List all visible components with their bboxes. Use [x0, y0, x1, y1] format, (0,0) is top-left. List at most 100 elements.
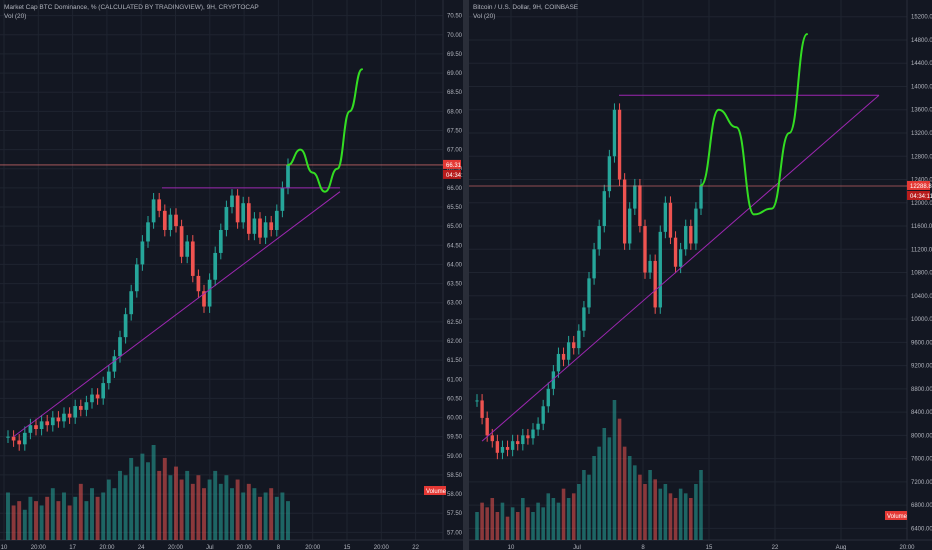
candle-body [673, 237, 678, 267]
candle-body [263, 222, 268, 238]
volume-bar [22, 509, 27, 540]
volume-bar [95, 496, 100, 540]
left-legend: Market Cap BTC Dominance, % (CALCULATED … [4, 3, 259, 21]
volume-bar [602, 428, 607, 540]
volume-bar [617, 418, 622, 540]
x-tick-label: Jul [573, 545, 581, 550]
volume-bar [78, 483, 83, 540]
volume-bar [551, 498, 556, 540]
candle-body [536, 423, 540, 430]
price-tag [907, 180, 930, 190]
candle-body [500, 446, 505, 453]
volume-bar [45, 496, 50, 540]
volume-bar [673, 498, 678, 540]
candle-body [521, 435, 525, 445]
volume-bar [546, 493, 551, 540]
volume-bar [235, 479, 240, 540]
volume-bar [34, 501, 38, 540]
x-tick-label: 20:00 [305, 545, 321, 550]
candle-body [17, 440, 22, 445]
candle-body [73, 406, 78, 418]
candle-body [286, 164, 290, 188]
y-tick-label: 61.00 [447, 377, 463, 383]
volume-bar [202, 488, 206, 540]
volume-bar [162, 457, 167, 540]
volume-bar [213, 470, 218, 540]
candle-body [218, 229, 223, 253]
projection-curve [287, 68, 363, 193]
candle-body [582, 307, 586, 331]
candle-body [638, 185, 642, 227]
candle-body [628, 208, 632, 244]
volume-bar [140, 453, 145, 540]
candle-body [587, 278, 591, 308]
x-tick-label: 8 [641, 545, 645, 550]
y-tick-label: 12800.00 [911, 154, 932, 160]
volume-bar [510, 507, 515, 540]
candle-body [50, 417, 55, 426]
candle-body [129, 291, 134, 315]
volume-bar [577, 484, 581, 540]
candle-body [658, 231, 662, 308]
candle-body [146, 222, 150, 242]
volume-tag-text: Volume [426, 489, 447, 495]
candle-body [551, 371, 556, 389]
candle-body [694, 208, 698, 244]
candle-body [556, 353, 561, 372]
volume-bar [683, 493, 688, 540]
candle-body [531, 429, 535, 439]
y-tick-label: 13600.00 [911, 108, 932, 114]
candle-body [648, 260, 652, 273]
volume-bar [174, 466, 178, 540]
candle-body [90, 394, 94, 403]
y-tick-label: 10400.00 [911, 294, 932, 300]
y-tick-label: 14400.00 [911, 61, 932, 67]
x-tick-label: 20:00 [99, 545, 115, 550]
candle-body [84, 402, 89, 410]
candle-body [207, 279, 212, 307]
volume-bar [587, 474, 591, 540]
candle-body [668, 202, 673, 238]
y-tick-label: 8800.00 [911, 387, 932, 393]
candle-body [28, 425, 33, 433]
candle-body [56, 417, 61, 422]
candle-body [78, 406, 83, 410]
volume-bar [207, 479, 212, 540]
y-tick-label: 62.00 [447, 339, 463, 345]
candle-body [269, 222, 274, 230]
y-tick-label: 67.00 [447, 148, 463, 154]
volume-bar [101, 492, 106, 540]
candle-body [112, 356, 117, 372]
y-tick-label: 62.50 [447, 320, 463, 326]
panel-divider[interactable] [463, 0, 469, 550]
y-tick-label: 60.50 [447, 396, 463, 402]
x-tick-label: 17 [69, 545, 76, 550]
volume-bar [556, 502, 561, 540]
btc-dominance-chart[interactable]: 10 20:00 17 20:00 24 20:00 Jul 20:00 8 20:00 15 20:… [0, 0, 463, 550]
volume-bar [224, 475, 229, 540]
y-tick-label: 69.00 [447, 71, 463, 77]
y-tick-label: 10000.00 [911, 317, 932, 323]
volume-bar [566, 498, 571, 540]
y-tick-label: 14800.00 [911, 38, 932, 44]
volume-bar [84, 501, 89, 540]
volume-bar [663, 484, 668, 540]
right-chart-panel[interactable]: 10 Jul 8 15 22 Aug 20:00 6400.00 6800.00 7200.00 7… [469, 0, 932, 550]
btc-usd-chart[interactable]: 10 Jul 8 15 22 Aug 20:00 6400.00 6800.00 7200.00 7… [469, 0, 932, 550]
candle-body [196, 275, 201, 292]
volume-bar [633, 465, 637, 540]
volume-bar [515, 512, 520, 540]
y-tick-label: 57.50 [447, 511, 463, 517]
candle-body [699, 185, 703, 209]
volume-bar [521, 498, 525, 540]
left-chart-panel[interactable]: 10 20:00 17 20:00 24 20:00 Jul 20:00 8 20:00 15 20:… [0, 0, 463, 550]
x-tick-label: 22 [412, 545, 419, 550]
candle-body [101, 383, 106, 399]
y-tick-label: 9200.00 [911, 364, 932, 370]
y-tick-label: 64.00 [447, 262, 463, 268]
right-legend: Bitcoin / U.S. Dollar, 9H, COINBASE Vol … [473, 3, 578, 21]
candle-body [516, 441, 520, 445]
candle-body [118, 337, 122, 357]
x-tick-label: 20:00 [168, 545, 184, 550]
candle-body [95, 394, 100, 399]
